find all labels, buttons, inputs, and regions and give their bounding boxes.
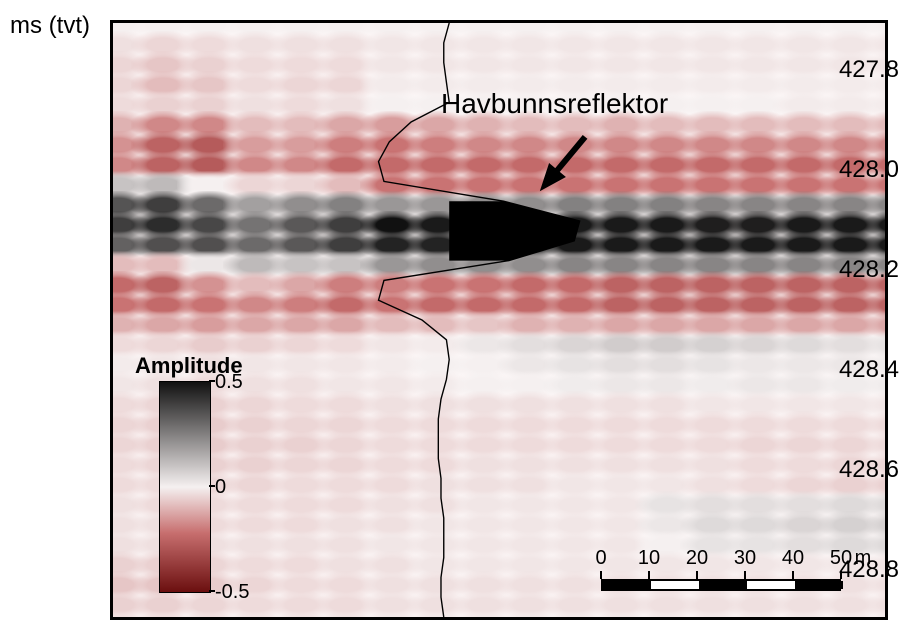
scale-tick bbox=[600, 571, 602, 579]
scale-tick bbox=[744, 571, 746, 579]
colorbar bbox=[159, 381, 211, 593]
y-tick-label: 428.0 bbox=[801, 156, 899, 184]
scale-tick-label: 20 bbox=[686, 547, 708, 570]
scale-tick bbox=[792, 571, 794, 579]
colorbar-tick-label: 0.5 bbox=[215, 371, 243, 394]
figure: ms (tvt) Havbunnsreflektor Amplitude 010… bbox=[0, 0, 899, 641]
annotation-arrow-icon bbox=[113, 23, 885, 617]
scale-bar-segment bbox=[699, 581, 747, 589]
y-tick-label: 428.6 bbox=[801, 456, 899, 484]
colorbar-tick bbox=[209, 590, 215, 592]
y-tick-label: 428.8 bbox=[801, 556, 899, 584]
y-tick-label: 427.8 bbox=[801, 56, 899, 84]
colorbar-tick-label: 0 bbox=[215, 476, 226, 499]
scale-tick bbox=[648, 571, 650, 579]
colorbar-tick bbox=[209, 485, 215, 487]
seismic-plot: Havbunnsreflektor Amplitude 01020304050m… bbox=[110, 20, 888, 620]
scale-tick-label: 30 bbox=[734, 547, 756, 570]
colorbar-tick bbox=[209, 380, 215, 382]
y-tick-label: 428.4 bbox=[801, 356, 899, 384]
colorbar-tick-label: -0.5 bbox=[215, 581, 249, 604]
scale-tick bbox=[696, 571, 698, 579]
y-tick-label: 428.2 bbox=[801, 256, 899, 284]
scale-bar-segment bbox=[603, 581, 651, 589]
scale-tick-label: 10 bbox=[638, 547, 660, 570]
scale-tick-label: 0 bbox=[595, 547, 606, 570]
y-axis-title: ms (tvt) bbox=[10, 12, 90, 40]
